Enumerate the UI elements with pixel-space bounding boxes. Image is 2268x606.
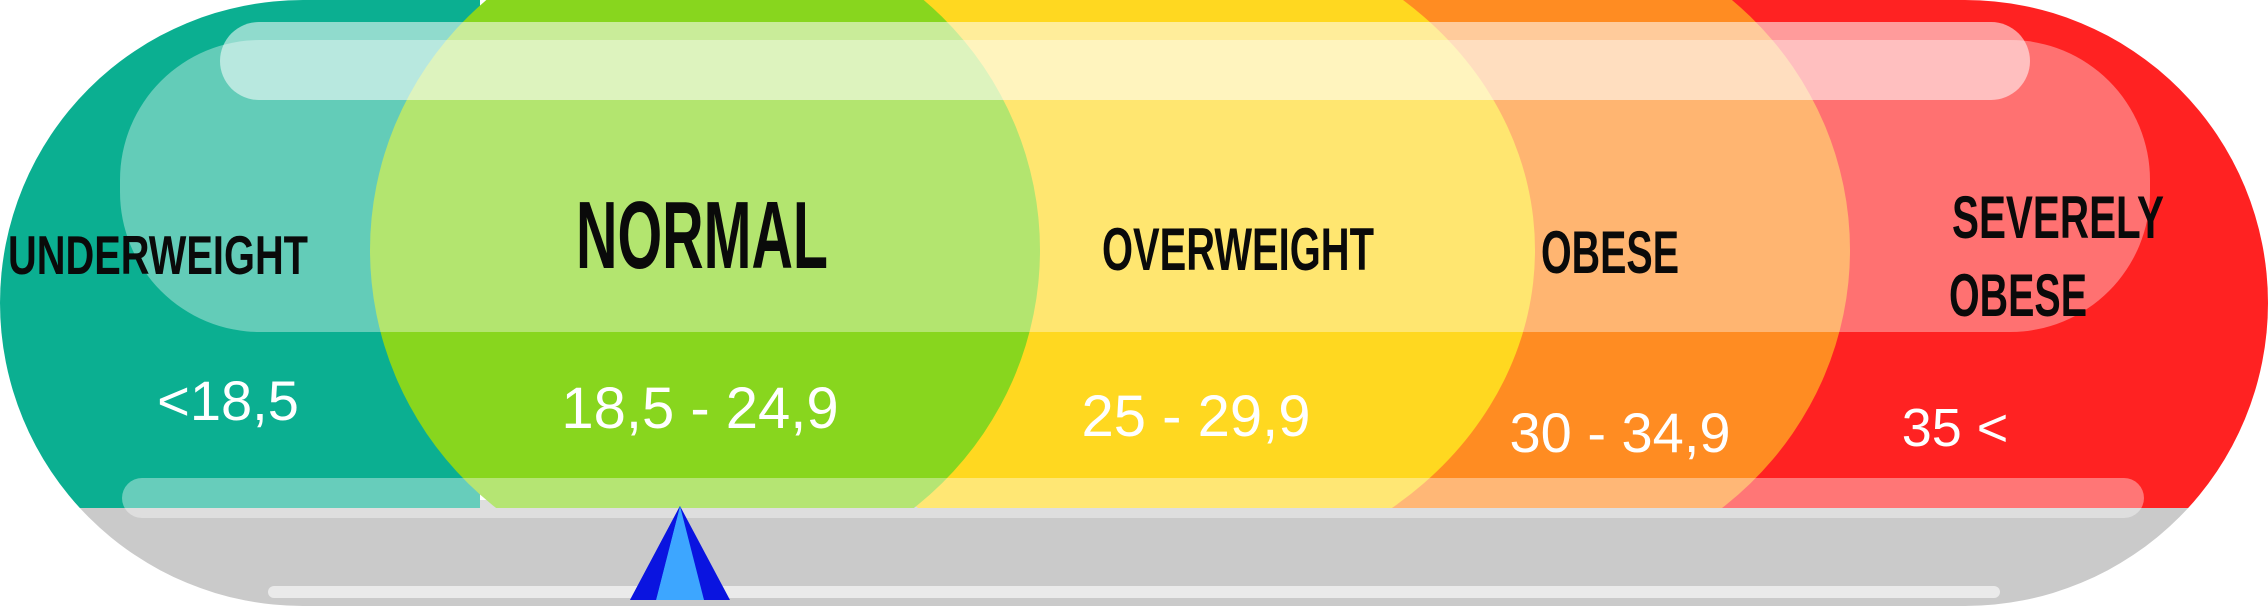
label-severely: SEVERELY [1952,184,2164,251]
range-obese: 30 - 34,9 [1509,401,1730,464]
base-track [268,586,2000,598]
range-overweight: 25 - 29,9 [1082,384,1311,449]
range-normal: 18,5 - 24,9 [561,376,838,441]
label-severely-obese: OBESE [1949,262,2087,329]
gloss-top-strip [220,22,2030,100]
gloss-bottom-strip [122,478,2144,518]
triangle-pointer-icon [630,506,730,600]
range-severely-obese: 35 < [1902,398,2009,458]
gloss-upper [120,40,2150,332]
label-underweight: UNDERWEIGHT [8,224,308,286]
range-underweight: <18,5 [157,369,299,432]
label-obese: OBESE [1541,219,1679,286]
label-overweight: OVERWEIGHT [1102,216,1374,283]
label-normal: NORMAL [576,182,828,289]
